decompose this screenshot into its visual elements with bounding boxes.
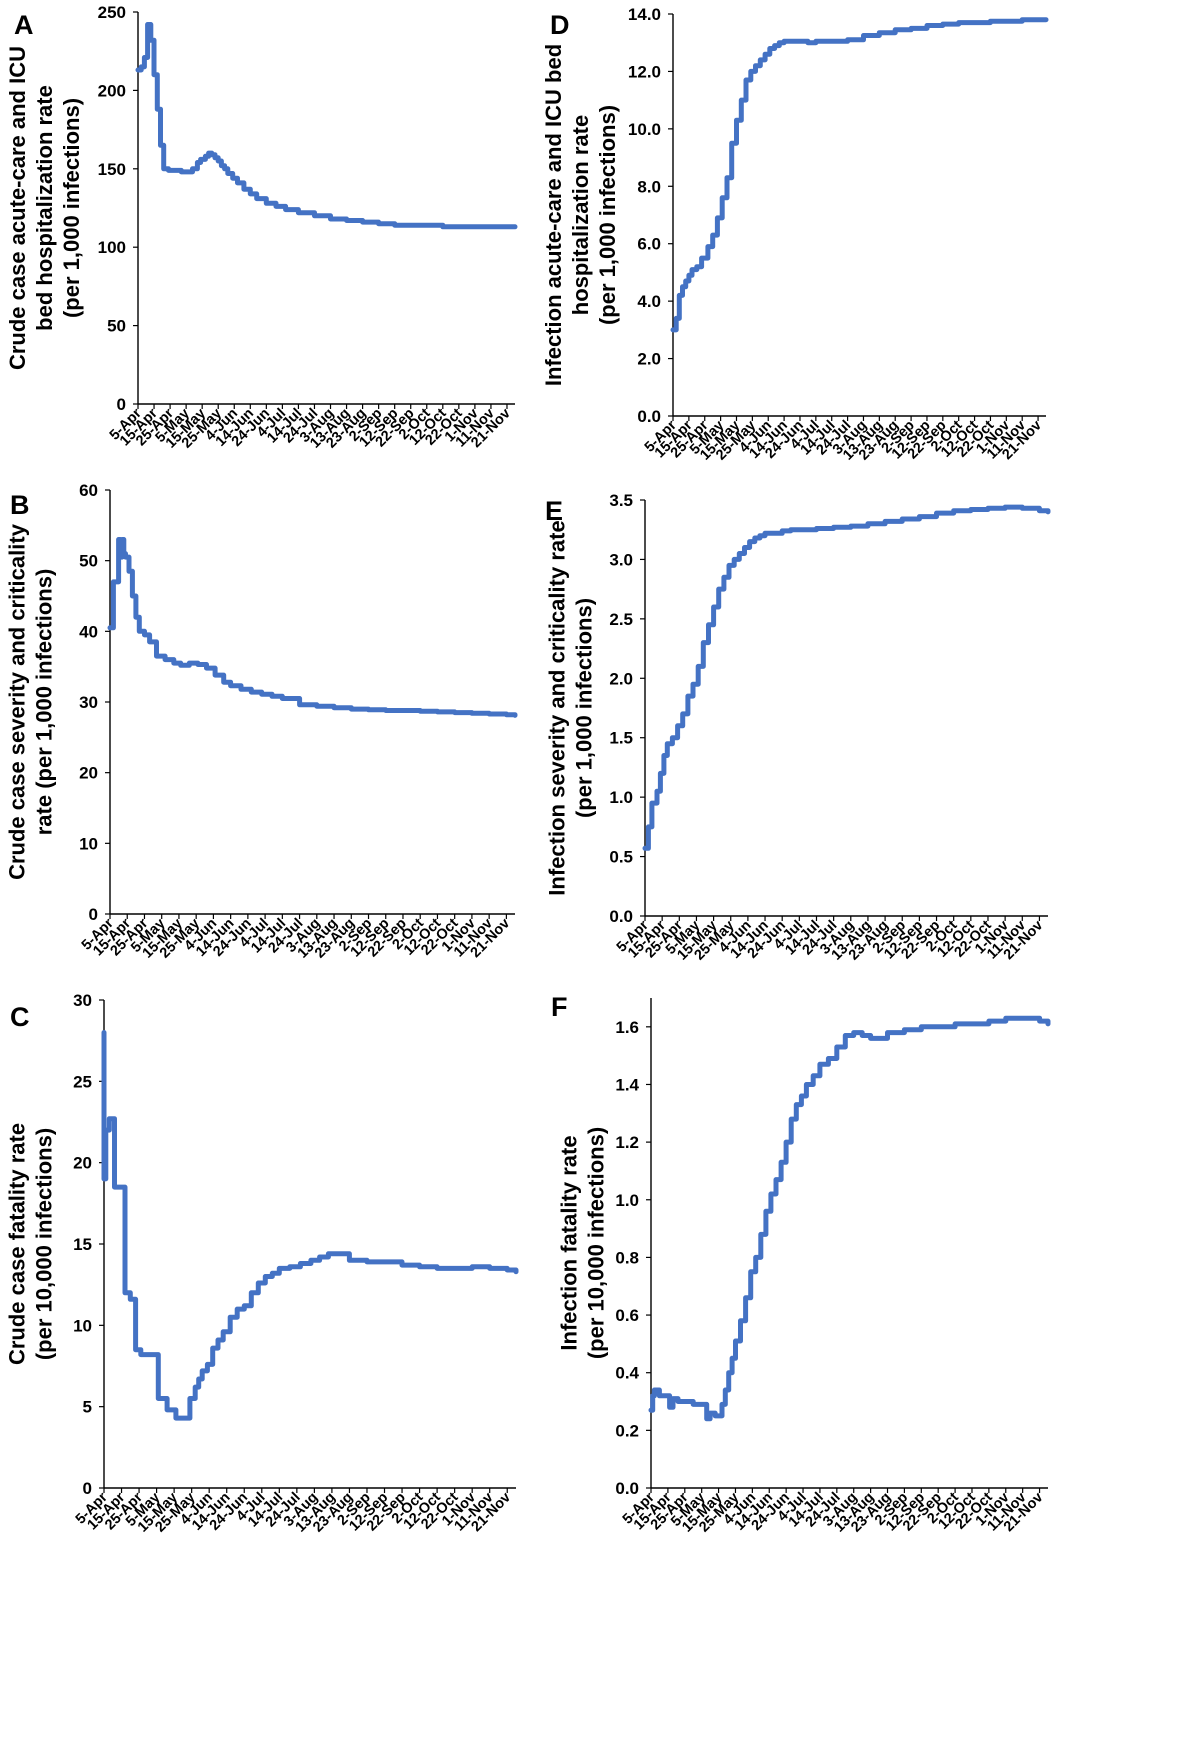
panel-letter: E bbox=[545, 496, 563, 526]
y-tick-label: 0.0 bbox=[609, 907, 633, 926]
y-tick-label: 3.0 bbox=[609, 550, 633, 569]
y-axis-label-line: Infection fatality rate bbox=[557, 1135, 582, 1350]
y-tick-label: 2.0 bbox=[609, 669, 633, 688]
y-tick-label: 0.0 bbox=[637, 407, 661, 426]
y-axis-label-line: (per 1,000 infections) bbox=[572, 598, 597, 818]
y-axis-label: Infection acute-care and ICU bedhospital… bbox=[541, 44, 620, 386]
y-tick-label: 10 bbox=[79, 834, 98, 853]
chart-panel-b: B01020304050605-Apr15-Apr25-Apr5-May15-M… bbox=[5, 481, 518, 962]
y-tick-label: 20 bbox=[73, 1154, 92, 1173]
y-axis-label-line: (per 10,000 infections) bbox=[32, 1128, 57, 1360]
y-tick-label: 0.8 bbox=[615, 1248, 639, 1267]
y-tick-label: 0 bbox=[89, 905, 98, 924]
y-axis-label: Crude case severity and criticalityrate … bbox=[5, 523, 57, 880]
y-tick-label: 25 bbox=[73, 1072, 92, 1091]
y-tick-label: 2.5 bbox=[609, 610, 633, 629]
y-tick-label: 0.2 bbox=[615, 1421, 639, 1440]
series-line bbox=[135, 22, 518, 230]
chart-panel-c: C0510152025305-Apr15-Apr25-Apr5-May15-Ma… bbox=[5, 991, 519, 1536]
y-tick-label: 0.5 bbox=[609, 848, 633, 867]
y-tick-label: 1.0 bbox=[615, 1191, 639, 1210]
panel-letter: B bbox=[10, 490, 30, 520]
panel-letter: C bbox=[10, 1002, 30, 1032]
y-axis-label-line: (per 1,000 infections) bbox=[59, 98, 84, 318]
y-tick-label: 0 bbox=[117, 395, 126, 414]
y-tick-label: 30 bbox=[73, 991, 92, 1010]
y-axis-label-line: bed hospitalization rate bbox=[32, 85, 57, 331]
panel-letter: A bbox=[14, 10, 34, 40]
y-tick-label: 50 bbox=[79, 552, 98, 571]
y-axis-label-line: hospitalization rate bbox=[568, 115, 593, 315]
y-tick-label: 20 bbox=[79, 764, 98, 783]
series-line bbox=[670, 17, 1049, 333]
y-axis-label-line: (per 1,000 infections) bbox=[595, 105, 620, 325]
y-tick-label: 4.0 bbox=[637, 292, 661, 311]
y-axis-label-line: Crude case acute-care and ICU bbox=[5, 46, 30, 370]
y-tick-label: 0.4 bbox=[615, 1364, 639, 1383]
y-tick-label: 60 bbox=[79, 481, 98, 500]
y-tick-label: 0.6 bbox=[615, 1306, 639, 1325]
y-axis-label-line: Crude case severity and criticality bbox=[5, 523, 30, 880]
panel-letter: F bbox=[551, 992, 568, 1022]
y-tick-label: 3.5 bbox=[609, 491, 633, 510]
chart-panel-f: F0.00.20.40.60.81.01.21.41.65-Apr15-Apr2… bbox=[551, 992, 1051, 1536]
y-tick-label: 1.0 bbox=[609, 788, 633, 807]
y-tick-label: 10.0 bbox=[628, 120, 661, 139]
chart-panel-a: A0501001502002505-Apr15-Apr25-Apr5-May15… bbox=[5, 3, 518, 452]
y-tick-label: 1.2 bbox=[615, 1133, 639, 1152]
y-tick-label: 1.5 bbox=[609, 729, 633, 748]
y-axis-label: Infection severity and criticality rate(… bbox=[545, 520, 597, 895]
y-tick-label: 30 bbox=[79, 693, 98, 712]
y-tick-label: 200 bbox=[98, 81, 126, 100]
y-tick-label: 1.4 bbox=[615, 1075, 639, 1094]
chart-panel-e: E0.00.51.01.52.02.53.03.55-Apr15-Apr25-A… bbox=[545, 491, 1051, 964]
y-tick-label: 14.0 bbox=[628, 5, 661, 24]
y-axis-label: Crude case acute-care and ICUbed hospita… bbox=[5, 46, 84, 370]
y-axis-label-line: Infection severity and criticality rate bbox=[545, 520, 570, 895]
y-tick-label: 12.0 bbox=[628, 62, 661, 81]
y-tick-label: 10 bbox=[73, 1316, 92, 1335]
series-line bbox=[642, 504, 1051, 851]
y-tick-label: 6.0 bbox=[637, 235, 661, 254]
y-axis-label: Infection fatality rate(per 10,000 infec… bbox=[557, 1127, 609, 1359]
series-line bbox=[101, 1030, 519, 1421]
y-tick-label: 0.0 bbox=[615, 1479, 639, 1498]
y-tick-label: 40 bbox=[79, 622, 98, 641]
y-tick-label: 5 bbox=[83, 1398, 92, 1417]
y-axis-label-line: Infection acute-care and ICU bed bbox=[541, 44, 566, 386]
y-tick-label: 50 bbox=[107, 317, 126, 336]
y-axis-label-line: Crude case fatality rate bbox=[5, 1123, 30, 1365]
series-line bbox=[107, 537, 518, 718]
y-axis-label-line: (per 10,000 infections) bbox=[584, 1127, 609, 1359]
y-tick-label: 15 bbox=[73, 1235, 92, 1254]
y-tick-label: 8.0 bbox=[637, 177, 661, 196]
y-tick-label: 100 bbox=[98, 238, 126, 257]
panel-letter: D bbox=[550, 10, 570, 40]
chart-panel-d: D0.02.04.06.08.010.012.014.05-Apr15-Apr2… bbox=[541, 5, 1049, 464]
y-tick-label: 250 bbox=[98, 3, 126, 22]
y-tick-label: 1.6 bbox=[615, 1018, 639, 1037]
y-axis-label: Crude case fatality rate(per 10,000 infe… bbox=[5, 1123, 57, 1365]
y-tick-label: 150 bbox=[98, 160, 126, 179]
y-axis-label-line: rate (per 1,000 infections) bbox=[32, 569, 57, 836]
series-line bbox=[648, 1015, 1051, 1422]
y-tick-label: 2.0 bbox=[637, 350, 661, 369]
y-tick-label: 0 bbox=[83, 1479, 92, 1498]
